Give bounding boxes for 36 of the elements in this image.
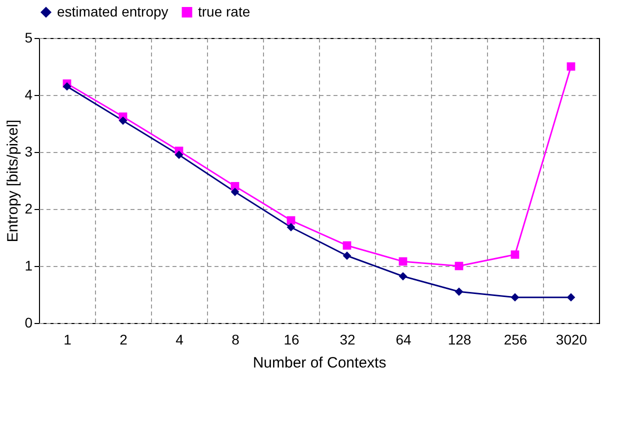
x-tick-label: 16 bbox=[284, 332, 300, 348]
legend-label: true rate bbox=[198, 3, 250, 20]
point bbox=[230, 188, 240, 196]
point bbox=[286, 216, 296, 225]
x-tick-label: 8 bbox=[232, 332, 240, 348]
point bbox=[118, 116, 128, 125]
x-tick-label: 1 bbox=[64, 332, 72, 348]
x-tick-label: 256 bbox=[504, 332, 528, 348]
y-axis-title: Entropy [bits/pixel] bbox=[4, 120, 22, 242]
x-axis-title: Number of Contexts bbox=[252, 354, 386, 372]
y-tick-label: 3 bbox=[24, 144, 33, 160]
point bbox=[566, 62, 576, 71]
point bbox=[342, 252, 352, 260]
point bbox=[174, 150, 184, 160]
legend-label: estimated entropy bbox=[57, 3, 168, 20]
point bbox=[566, 293, 576, 302]
x-tick-label: 32 bbox=[340, 332, 356, 348]
point bbox=[62, 82, 72, 91]
y-tick-label: 2 bbox=[24, 200, 33, 216]
x-tick-label: 2 bbox=[120, 332, 128, 348]
point bbox=[398, 257, 408, 266]
x-tick-label: 128 bbox=[448, 332, 472, 348]
y-tick-label: 1 bbox=[24, 258, 33, 274]
x-tick-label: 64 bbox=[396, 332, 412, 348]
x-tick-label: 4 bbox=[176, 332, 184, 348]
point bbox=[454, 262, 464, 270]
point bbox=[342, 241, 352, 250]
y-tick-label: 0 bbox=[24, 314, 33, 330]
y-tick-label: 5 bbox=[24, 30, 33, 46]
point bbox=[398, 272, 408, 280]
y-tick-label: 4 bbox=[24, 86, 33, 102]
point bbox=[286, 223, 296, 232]
point bbox=[510, 250, 520, 259]
point bbox=[454, 287, 464, 296]
x-tick-label: 3020 bbox=[556, 332, 588, 348]
point bbox=[510, 293, 520, 302]
